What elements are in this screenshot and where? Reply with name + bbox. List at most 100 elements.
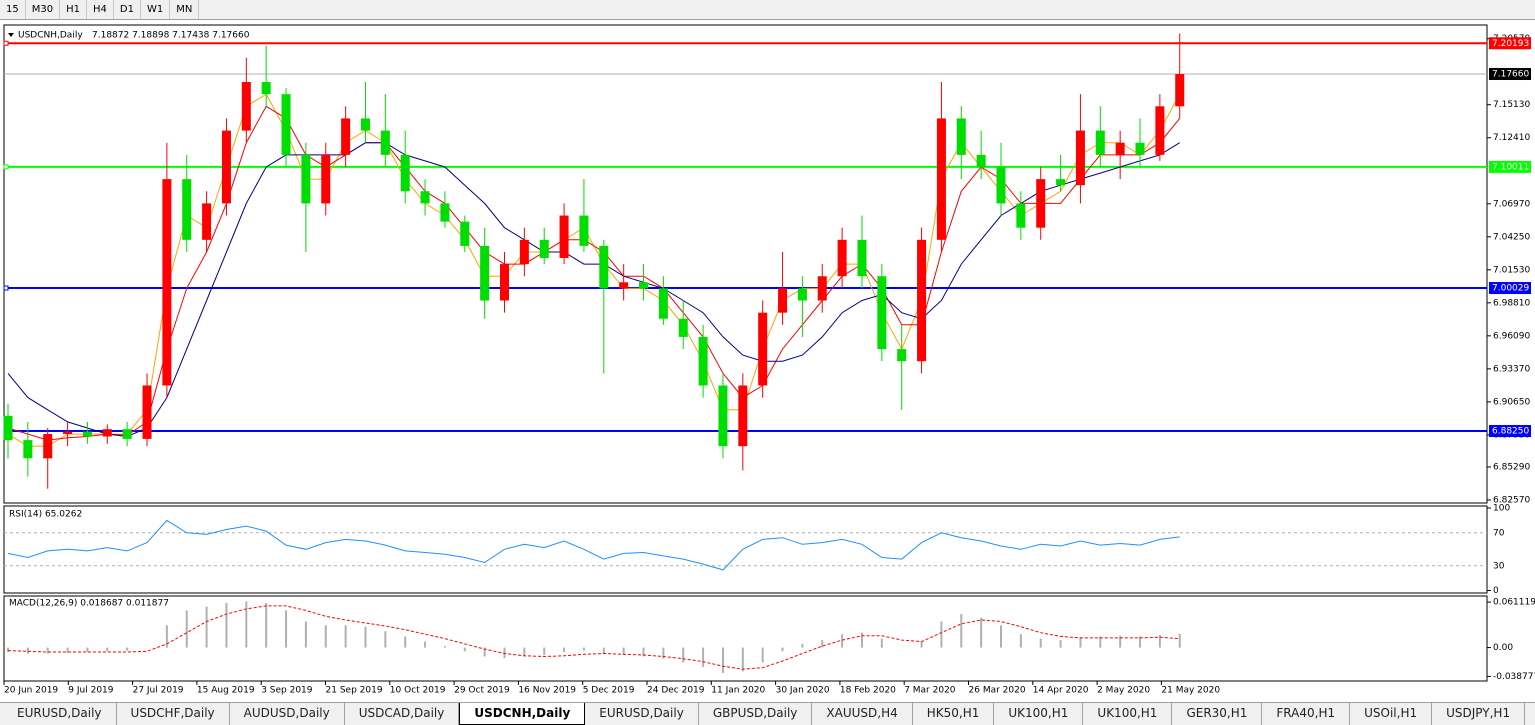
candle-body (917, 239, 927, 362)
candle-body (23, 440, 33, 459)
price-label: 7.00029 (1492, 284, 1529, 294)
symbol-tab[interactable]: UK100,H1 (1083, 703, 1173, 725)
candle-body (1036, 179, 1046, 228)
rsi-panel (3, 505, 1488, 594)
candle-body (797, 288, 807, 301)
y-tick-label: 7.06970 (1493, 199, 1530, 209)
candle-body (738, 385, 748, 447)
candle-body (102, 429, 112, 437)
y-tick-label: 7.04250 (1493, 232, 1530, 242)
moving-average (7, 105, 1181, 441)
candle-body (1155, 106, 1165, 155)
candle-body (3, 415, 13, 441)
symbol-tab[interactable]: EURUSD,Daily (3, 703, 117, 725)
collapse-icon (8, 33, 14, 37)
timeframe-button[interactable]: 15 (0, 0, 26, 19)
candle-body (1075, 130, 1085, 186)
candle-body (182, 179, 192, 240)
candle-body (63, 431, 73, 435)
symbol-tab[interactable]: USDCAD,Daily (345, 703, 460, 725)
timeframe-button[interactable]: H4 (87, 0, 114, 19)
price-label: 7.17660 (1492, 70, 1529, 80)
quote: 7.18872 7.18898 7.17438 7.17660 (92, 31, 250, 41)
symbol-tab[interactable]: USDCNH,Daily (459, 703, 586, 725)
timeframe-button[interactable]: M30 (26, 0, 61, 19)
candle-body (400, 154, 410, 192)
timeframe-toolbar: 15 M30 H1 H4 D1 W1 MN (0, 0, 1535, 20)
x-tick-label: 5 Dec 2019 (583, 686, 635, 696)
candle-body (619, 282, 629, 289)
y-tick-label: 7.12410 (1493, 133, 1530, 143)
candle-body (1016, 203, 1026, 228)
y-tick-label: 6.82570 (1493, 495, 1530, 505)
x-tick-label: 3 Sep 2019 (261, 686, 313, 696)
macd-panel (3, 595, 1488, 682)
symbol-tab[interactable]: FRA40,H1 (1262, 703, 1351, 725)
symbol-tab[interactable]: USDCHF,Daily (117, 703, 230, 725)
y-tick-label: 70 (1493, 528, 1505, 538)
x-tick-label: 10 Oct 2019 (390, 686, 446, 696)
candle-body (519, 239, 529, 265)
x-tick-label: 16 Nov 2019 (518, 686, 576, 696)
y-tick-label: 6.90650 (1493, 397, 1530, 407)
candle-body (460, 221, 470, 246)
y-tick-label: -0.038777 (1493, 672, 1535, 682)
symbol-tab[interactable]: GER30,H1 (1172, 703, 1263, 725)
symbol-tab[interactable]: XAUUSD,H4 (812, 703, 913, 725)
level-handle (3, 40, 9, 46)
symbol-tab[interactable]: AUDUSD,Daily (230, 703, 345, 725)
x-tick-label: 29 Oct 2019 (454, 686, 510, 696)
x-tick-label: 9 Jul 2019 (68, 686, 113, 696)
candle-body (480, 245, 490, 301)
candle-body (877, 276, 887, 350)
candle-body (122, 429, 132, 439)
symbol-tab[interactable]: UK100,H1 (994, 703, 1084, 725)
x-tick-label: 27 Jul 2019 (133, 686, 184, 696)
symbol-tab[interactable]: USDJPY,H1 (1432, 703, 1526, 725)
timeframe-button[interactable]: D1 (114, 0, 141, 19)
x-tick-label: 20 Jun 2019 (4, 686, 58, 696)
candle-body (897, 349, 907, 362)
timeframe-button[interactable]: MN (170, 0, 200, 19)
timeframe-button[interactable]: W1 (141, 0, 171, 19)
price-label-box (1489, 68, 1531, 81)
candle-body (500, 264, 509, 301)
moving-average (7, 142, 1180, 438)
candle-body (261, 82, 271, 95)
price-label: 7.20193 (1492, 39, 1529, 49)
symbol-tab[interactable]: DJ30,H1 (1525, 703, 1535, 725)
symbol: USDCNH,Daily (18, 31, 83, 41)
x-tick-label: 30 Jan 2020 (776, 686, 830, 696)
symbol-tab[interactable]: HK50,H1 (913, 703, 995, 725)
candle-body (976, 154, 986, 167)
x-tick-label: 26 Mar 2020 (969, 686, 1026, 696)
candle-body (658, 288, 668, 319)
macd-title: MACD(12,26,9) 0.018687 0.011877 (9, 599, 169, 609)
candle-body (82, 431, 92, 437)
candle-body (956, 118, 966, 155)
x-tick-label: 18 Feb 2020 (840, 686, 896, 696)
candle-body (241, 82, 251, 131)
candle-body (341, 118, 351, 155)
candle-body (1095, 130, 1105, 155)
candle-body (599, 245, 609, 289)
level-handle (3, 285, 9, 291)
candle-body (420, 191, 430, 204)
price-label-box (1489, 160, 1531, 173)
symbol-tab[interactable]: GBPUSD,Daily (699, 703, 813, 725)
candle-body (301, 154, 311, 204)
symbol-tab[interactable]: EURUSD,Daily (585, 703, 699, 725)
timeframe-button[interactable]: H1 (60, 0, 87, 19)
y-tick-label: 6.98810 (1493, 298, 1530, 308)
price-label: 6.88250 (1492, 427, 1529, 437)
candle-body (857, 239, 867, 277)
level-handle (3, 164, 9, 170)
x-tick-label: 11 Jan 2020 (711, 686, 765, 696)
symbol-tab[interactable]: USOil,H1 (1350, 703, 1433, 725)
x-tick-label: 2 May 2020 (1097, 686, 1150, 696)
y-tick-label: 6.85290 (1493, 462, 1530, 472)
chart: 7.205707.151307.124107.069707.042507.015… (3, 24, 1535, 696)
candle-body (936, 118, 946, 240)
y-tick-label: 30 (1493, 561, 1505, 571)
